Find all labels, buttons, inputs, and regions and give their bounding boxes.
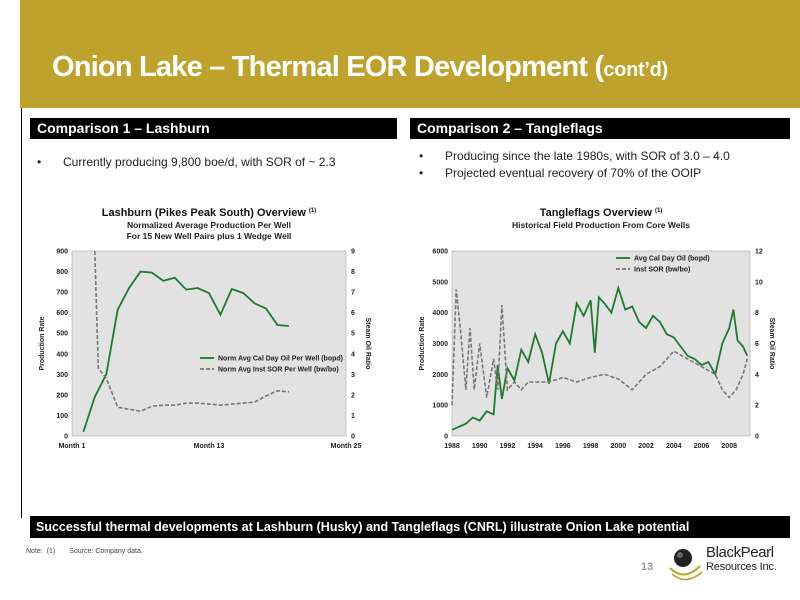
y-tick-label: 300 — [56, 372, 68, 379]
x-tick-label: 2004 — [666, 443, 682, 450]
y2-tick-label: 1 — [351, 413, 355, 420]
x-tick-label: 1998 — [583, 443, 599, 450]
y2-tick-label: 10 — [755, 279, 763, 286]
y2-tick-label: 5 — [351, 331, 355, 338]
y-tick-label: 2000 — [432, 372, 448, 379]
x-tick-label: Month 25 — [331, 443, 362, 450]
plot-area — [451, 250, 751, 437]
bottom-banner: Successful thermal developments at Lashb… — [30, 516, 790, 538]
page-title: Onion Lake – Thermal EOR Development (co… — [52, 51, 668, 83]
y2-tick-label: 12 — [755, 249, 763, 256]
logo-sub: Resources Inc. — [706, 561, 777, 573]
x-tick-label: 1990 — [472, 443, 488, 450]
bullet-item: • Currently producing 9,800 boe/d, with S… — [37, 155, 336, 169]
chart-title: Tangleflags Overview (1) — [540, 207, 663, 219]
pearl-logo-icon — [669, 549, 703, 581]
tangleflags-chart: Tangleflags Overview (1)Historical Field … — [419, 207, 775, 450]
left-rule — [21, 108, 22, 518]
y2-tick-label: 7 — [351, 290, 355, 297]
sor-series-line — [94, 250, 289, 413]
y-tick-label: 0 — [64, 434, 68, 441]
y2-tick-label: 0 — [351, 434, 355, 441]
x-tick-label: 1992 — [500, 443, 516, 450]
y2-tick-label: 3 — [351, 372, 355, 379]
y-tick-label: 800 — [56, 269, 68, 276]
y-tick-label: 3000 — [432, 341, 448, 348]
legend-label: Norm Avg Cal Day Oil Per Well (bopd) — [218, 356, 343, 363]
y-tick-label: 5000 — [432, 279, 448, 286]
y2-tick-label: 8 — [755, 310, 759, 317]
y2-tick-label: 6 — [755, 341, 759, 348]
y-axis-label: Production Rate — [419, 316, 426, 370]
plot-area — [71, 250, 347, 437]
section2-heading: Comparison 2 – Tangleflags — [410, 118, 790, 139]
y2-tick-label: 0 — [755, 434, 759, 441]
y-tick-label: 0 — [444, 434, 448, 441]
y-tick-label: 500 — [56, 331, 68, 338]
y-axis-label: Production Rate — [39, 316, 46, 370]
bullet-item: • Projected eventual recovery of 70% of t… — [419, 166, 702, 180]
source-note: Note: (1) Source: Company data. — [26, 548, 143, 555]
oil-series-line — [451, 284, 749, 431]
legend-label: Norm Avg Inst SOR Per Well (bw/bo) — [218, 367, 339, 374]
y-tick-label: 900 — [56, 249, 68, 256]
x-tick-label: Month 13 — [194, 443, 225, 450]
chart-subtitle: For 15 New Well Pairs plus 1 Wedge Well — [127, 231, 292, 241]
y-tick-label: 600 — [56, 310, 68, 317]
y2-tick-label: 2 — [351, 392, 355, 399]
x-tick-label: 2006 — [694, 443, 710, 450]
y-tick-label: 100 — [56, 413, 68, 420]
x-tick-label: Month 1 — [59, 443, 86, 450]
y-tick-label: 200 — [56, 392, 68, 399]
section1-bullets: • Currently producing 9,800 boe/d, with S… — [37, 154, 336, 171]
y-tick-label: 4000 — [432, 310, 448, 317]
y2-tick-label: 6 — [351, 310, 355, 317]
company-logo: BlackPearl Resources Inc. — [664, 540, 784, 592]
y2-tick-label: 4 — [755, 372, 759, 379]
x-tick-label: 1988 — [444, 443, 460, 450]
y-tick-label: 6000 — [432, 249, 448, 256]
legend-label: Inst SOR (bw/bo) — [634, 267, 690, 274]
chart-title-superscript: (1) — [655, 208, 662, 214]
x-tick-label: 2008 — [721, 443, 737, 450]
y2-tick-label: 8 — [351, 269, 355, 276]
y2-axis-label: Steam Oil Ratio — [768, 318, 775, 370]
y2-tick-label: 9 — [351, 249, 355, 256]
section2-bullets: • Producing since the late 1980s, with SO… — [419, 148, 730, 182]
chart-subtitle: Historical Field Production From Core We… — [512, 220, 690, 230]
legend-label: Avg Cal Day Oil (bopd) — [634, 256, 710, 263]
y-tick-label: 700 — [56, 290, 68, 297]
page-number: 13 — [641, 561, 654, 573]
x-tick-label: 2002 — [638, 443, 654, 450]
sor-series-line — [451, 289, 748, 406]
lashburn-chart: Lashburn (Pikes Peak South) Overview (1)N… — [39, 207, 371, 450]
oil-series-line — [82, 270, 289, 433]
section1-heading: Comparison 1 – Lashburn — [30, 118, 397, 139]
y-tick-label: 1000 — [432, 403, 448, 410]
chart-title: Lashburn (Pikes Peak South) Overview (1) — [102, 207, 317, 219]
logo-name: BlackPearl — [706, 544, 774, 561]
y-tick-label: 400 — [56, 351, 68, 358]
x-tick-label: 2000 — [611, 443, 627, 450]
y2-axis-label: Steam Oil Ratio — [364, 318, 371, 370]
bullet-item: • Producing since the late 1980s, with SO… — [419, 149, 730, 163]
x-tick-label: 1996 — [555, 443, 571, 450]
y2-tick-label: 4 — [351, 351, 355, 358]
chart-title-superscript: (1) — [309, 208, 316, 214]
y2-tick-label: 2 — [755, 403, 759, 410]
chart-subtitle: Normalized Average Production Per Well — [127, 220, 291, 230]
x-tick-label: 1994 — [527, 443, 543, 450]
header-bar: Onion Lake – Thermal EOR Development (co… — [20, 0, 800, 108]
